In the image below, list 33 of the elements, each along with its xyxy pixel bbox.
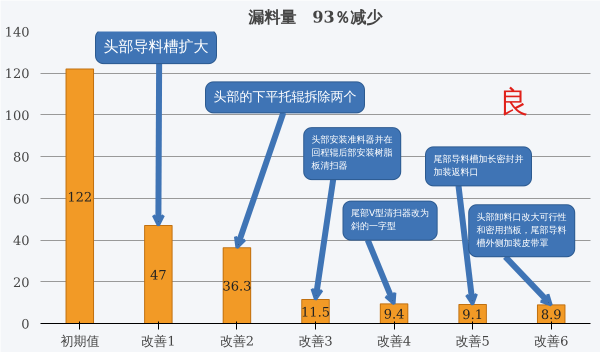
x-tick-label: 改善2: [220, 334, 254, 350]
data-label: 11.5: [301, 306, 330, 321]
annotation: 头部的下平托辊拆除两个: [214, 90, 356, 105]
bar: [144, 224, 173, 324]
y-tick-label: 120: [4, 67, 30, 82]
annotation: 尾部导料槽加长密封并加装返料口: [434, 154, 524, 178]
y-tick-label: 0: [21, 318, 30, 332]
annotation: 头部安装准料器并在回程辊后部安装树脂板清扫器: [310, 134, 393, 172]
y-tick-label: 140: [4, 26, 30, 40]
data-label: 47: [150, 268, 167, 284]
data-label: 8.9: [540, 308, 562, 324]
bar: [66, 68, 94, 324]
annotation: 尾部V型清扫器改为斜的一字型: [351, 208, 430, 232]
x-tick-label: 改善4: [376, 334, 412, 350]
data-label: 9.4: [384, 308, 404, 323]
data-label: 122: [67, 190, 92, 206]
x-tick-label: 改善6: [534, 334, 568, 350]
y-tick-label: 40: [12, 234, 30, 250]
bar: [222, 247, 252, 324]
chart-title: 漏料量 93％减少: [247, 8, 384, 26]
y-tick-label: 80: [12, 150, 30, 166]
data-label: 9.1: [462, 308, 483, 324]
annotation: 良: [498, 84, 529, 120]
x-tick-label: 改善5: [456, 334, 490, 350]
data-label: 36.3: [222, 280, 252, 295]
y-tick-label: 60: [12, 192, 30, 208]
x-tick-label: 改善3: [298, 334, 333, 350]
x-tick-label: 改善1: [141, 334, 176, 350]
annotation: 头部卸料口改大可行性和密用挡板，尾部导料槽外侧加装皮带罩: [476, 212, 567, 249]
y-tick-label: 100: [4, 108, 30, 124]
x-tick-label: 初期值: [60, 334, 100, 350]
y-tick-label: 20: [12, 276, 30, 291]
annotation: 头部导料槽扩大: [104, 38, 208, 56]
